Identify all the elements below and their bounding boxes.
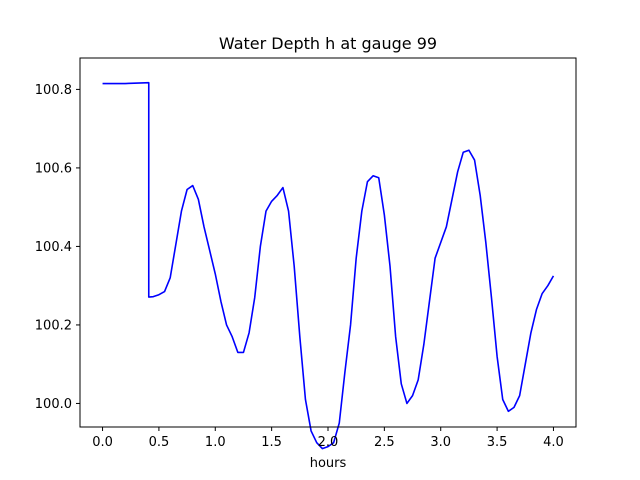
x-tick-label: 0.0 (92, 435, 113, 450)
chart-title: Water Depth h at gauge 99 (219, 34, 437, 53)
x-axis: 0.0 0.5 1.0 1.5 2.0 2.5 3.0 3.5 4.0 (92, 427, 564, 450)
x-tick-label: 4.0 (543, 435, 564, 450)
x-tick-label: 1.5 (261, 435, 282, 450)
y-tick-label: 100.2 (35, 318, 72, 333)
x-tick-label: 1.0 (205, 435, 226, 450)
x-axis-title: hours (310, 456, 347, 471)
x-tick-label: 0.5 (149, 435, 170, 450)
y-tick-label: 100.0 (35, 397, 72, 412)
series-line-0 (102, 81, 555, 450)
series-layer (102, 81, 555, 450)
y-tick-label: 100.8 (35, 83, 72, 98)
x-tick-label: 3.5 (487, 435, 508, 450)
x-tick-label: 3.0 (430, 435, 451, 450)
plot-background (80, 58, 576, 427)
y-tick-label: 100.6 (35, 161, 72, 176)
y-axis: 100.0 100.2 100.4 100.6 100.8 (35, 83, 80, 412)
y-tick-label: 100.4 (35, 240, 72, 255)
x-tick-label: 2.0 (318, 435, 339, 450)
x-tick-label: 2.5 (374, 435, 395, 450)
